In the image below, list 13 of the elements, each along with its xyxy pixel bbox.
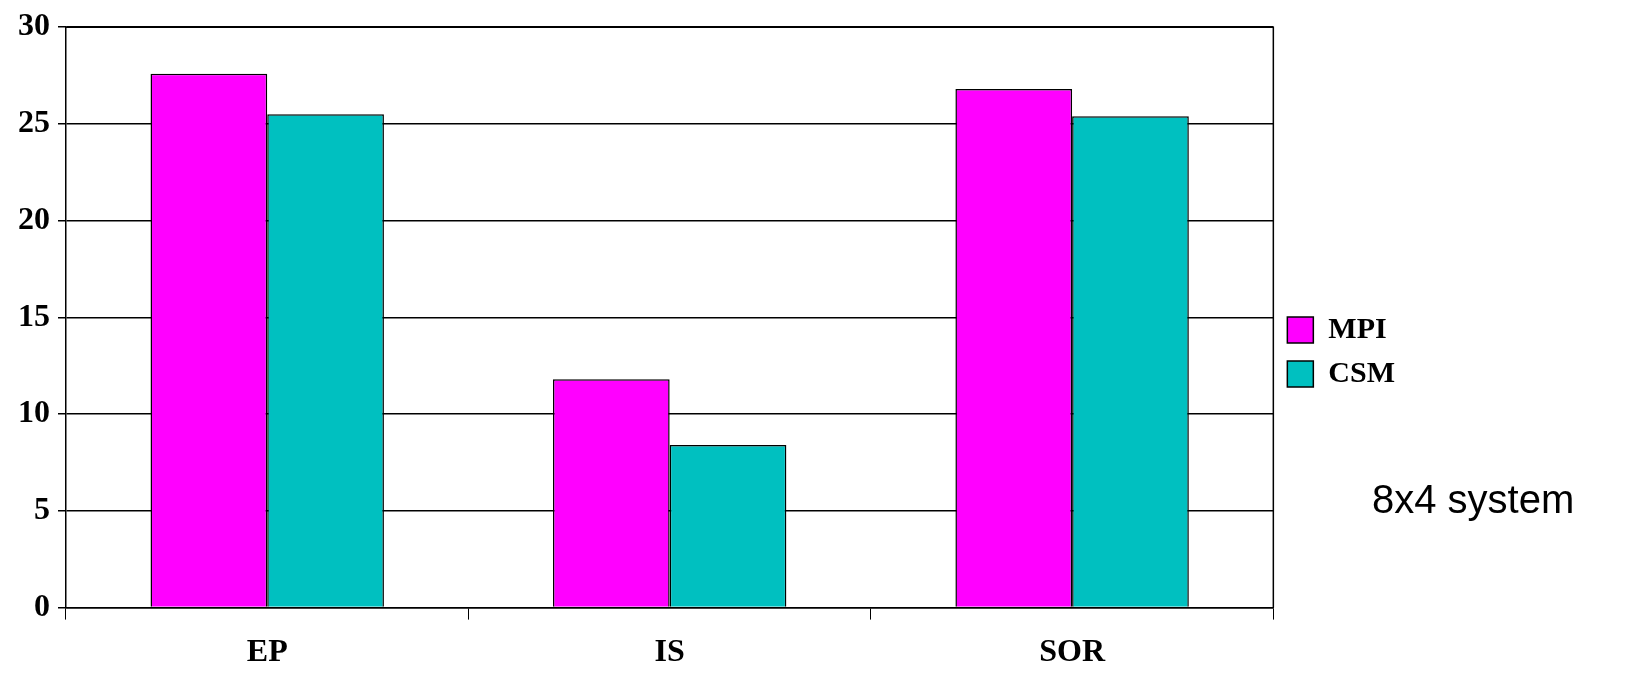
x-tick-label: IS — [654, 632, 685, 669]
y-tick-label: 30 — [18, 6, 50, 43]
legend-label: CSM — [1328, 354, 1396, 388]
y-tick-label: 10 — [18, 393, 50, 430]
x-tick-label: SOR — [1039, 632, 1106, 669]
text: 8x4 system — [1372, 476, 1576, 523]
y-tick-label: 5 — [34, 490, 50, 527]
legend-label: MPI — [1328, 310, 1387, 344]
y-tick-label: 0 — [34, 586, 50, 623]
y-tick-label: 15 — [18, 296, 50, 333]
x-tick-label: EP — [246, 632, 288, 669]
y-tick-label: 20 — [18, 199, 50, 236]
y-tick-label: 25 — [18, 103, 50, 140]
